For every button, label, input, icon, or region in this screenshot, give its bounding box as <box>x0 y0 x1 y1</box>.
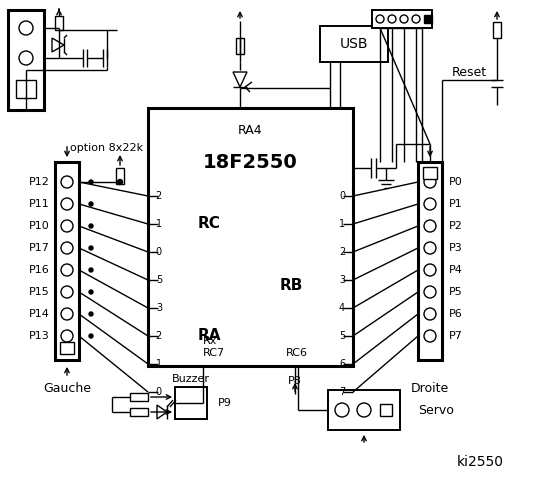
Text: Droite: Droite <box>411 382 449 395</box>
Text: RB: RB <box>280 277 303 292</box>
Text: P8: P8 <box>288 376 302 386</box>
Circle shape <box>89 290 93 294</box>
Text: RA: RA <box>198 328 222 344</box>
Text: Gauche: Gauche <box>43 382 91 395</box>
Circle shape <box>89 246 93 250</box>
Text: RC7: RC7 <box>203 348 225 358</box>
Text: 0: 0 <box>156 247 162 257</box>
Text: 6: 6 <box>339 359 345 369</box>
Text: Servo: Servo <box>418 404 454 417</box>
Text: 1: 1 <box>156 219 162 229</box>
Text: P0: P0 <box>449 177 463 187</box>
Text: 4: 4 <box>339 303 345 313</box>
Bar <box>236 38 244 54</box>
Text: 0: 0 <box>156 387 162 397</box>
Bar <box>130 393 148 401</box>
Text: 2: 2 <box>156 331 162 341</box>
Circle shape <box>89 312 93 316</box>
Text: P5: P5 <box>449 287 463 297</box>
Text: ki2550: ki2550 <box>456 455 503 469</box>
Text: RA4: RA4 <box>238 123 263 136</box>
Circle shape <box>117 180 123 184</box>
Text: USB: USB <box>340 37 368 51</box>
Text: P7: P7 <box>449 331 463 341</box>
Text: 2: 2 <box>156 191 162 201</box>
Text: P2: P2 <box>449 221 463 231</box>
Circle shape <box>89 268 93 272</box>
Circle shape <box>89 334 93 338</box>
Bar <box>328 390 400 430</box>
Bar <box>116 168 124 184</box>
Text: option 8x22k: option 8x22k <box>70 143 143 153</box>
Text: P9: P9 <box>218 398 232 408</box>
Text: P6: P6 <box>449 309 463 319</box>
Text: P12: P12 <box>29 177 50 187</box>
Bar <box>423 167 437 179</box>
Text: P13: P13 <box>29 331 50 341</box>
Text: P10: P10 <box>29 221 50 231</box>
Bar <box>60 342 74 354</box>
Text: 2: 2 <box>339 247 345 257</box>
Text: Buzzer: Buzzer <box>172 374 210 384</box>
Circle shape <box>89 224 93 228</box>
Text: 5: 5 <box>156 275 162 285</box>
Text: 3: 3 <box>156 303 162 313</box>
Bar <box>55 16 63 30</box>
Circle shape <box>89 202 93 206</box>
Bar <box>8 10 44 110</box>
Bar <box>175 387 207 419</box>
Text: P11: P11 <box>29 199 50 209</box>
Bar <box>380 404 392 416</box>
Text: P16: P16 <box>29 265 50 275</box>
Text: P4: P4 <box>449 265 463 275</box>
Bar <box>493 22 501 38</box>
Circle shape <box>89 180 93 184</box>
Bar <box>372 10 432 28</box>
Text: P17: P17 <box>29 243 50 253</box>
Text: Rx: Rx <box>203 336 217 346</box>
Text: 3: 3 <box>339 275 345 285</box>
Bar <box>418 162 442 360</box>
Bar <box>16 80 36 98</box>
Text: 7: 7 <box>339 387 345 397</box>
Text: 0: 0 <box>339 191 345 201</box>
Text: 5: 5 <box>339 331 345 341</box>
Text: RC: RC <box>198 216 221 231</box>
Text: P3: P3 <box>449 243 463 253</box>
Bar <box>130 408 148 416</box>
Bar <box>55 162 79 360</box>
Text: P14: P14 <box>29 309 50 319</box>
Bar <box>148 108 353 366</box>
Text: P15: P15 <box>29 287 50 297</box>
Text: 1: 1 <box>339 219 345 229</box>
Text: P1: P1 <box>449 199 463 209</box>
Text: 1: 1 <box>156 359 162 369</box>
Text: Reset: Reset <box>452 67 487 80</box>
Bar <box>320 26 388 62</box>
Bar <box>424 15 432 23</box>
Text: 18F2550: 18F2550 <box>203 154 298 172</box>
Text: RC6: RC6 <box>286 348 308 358</box>
